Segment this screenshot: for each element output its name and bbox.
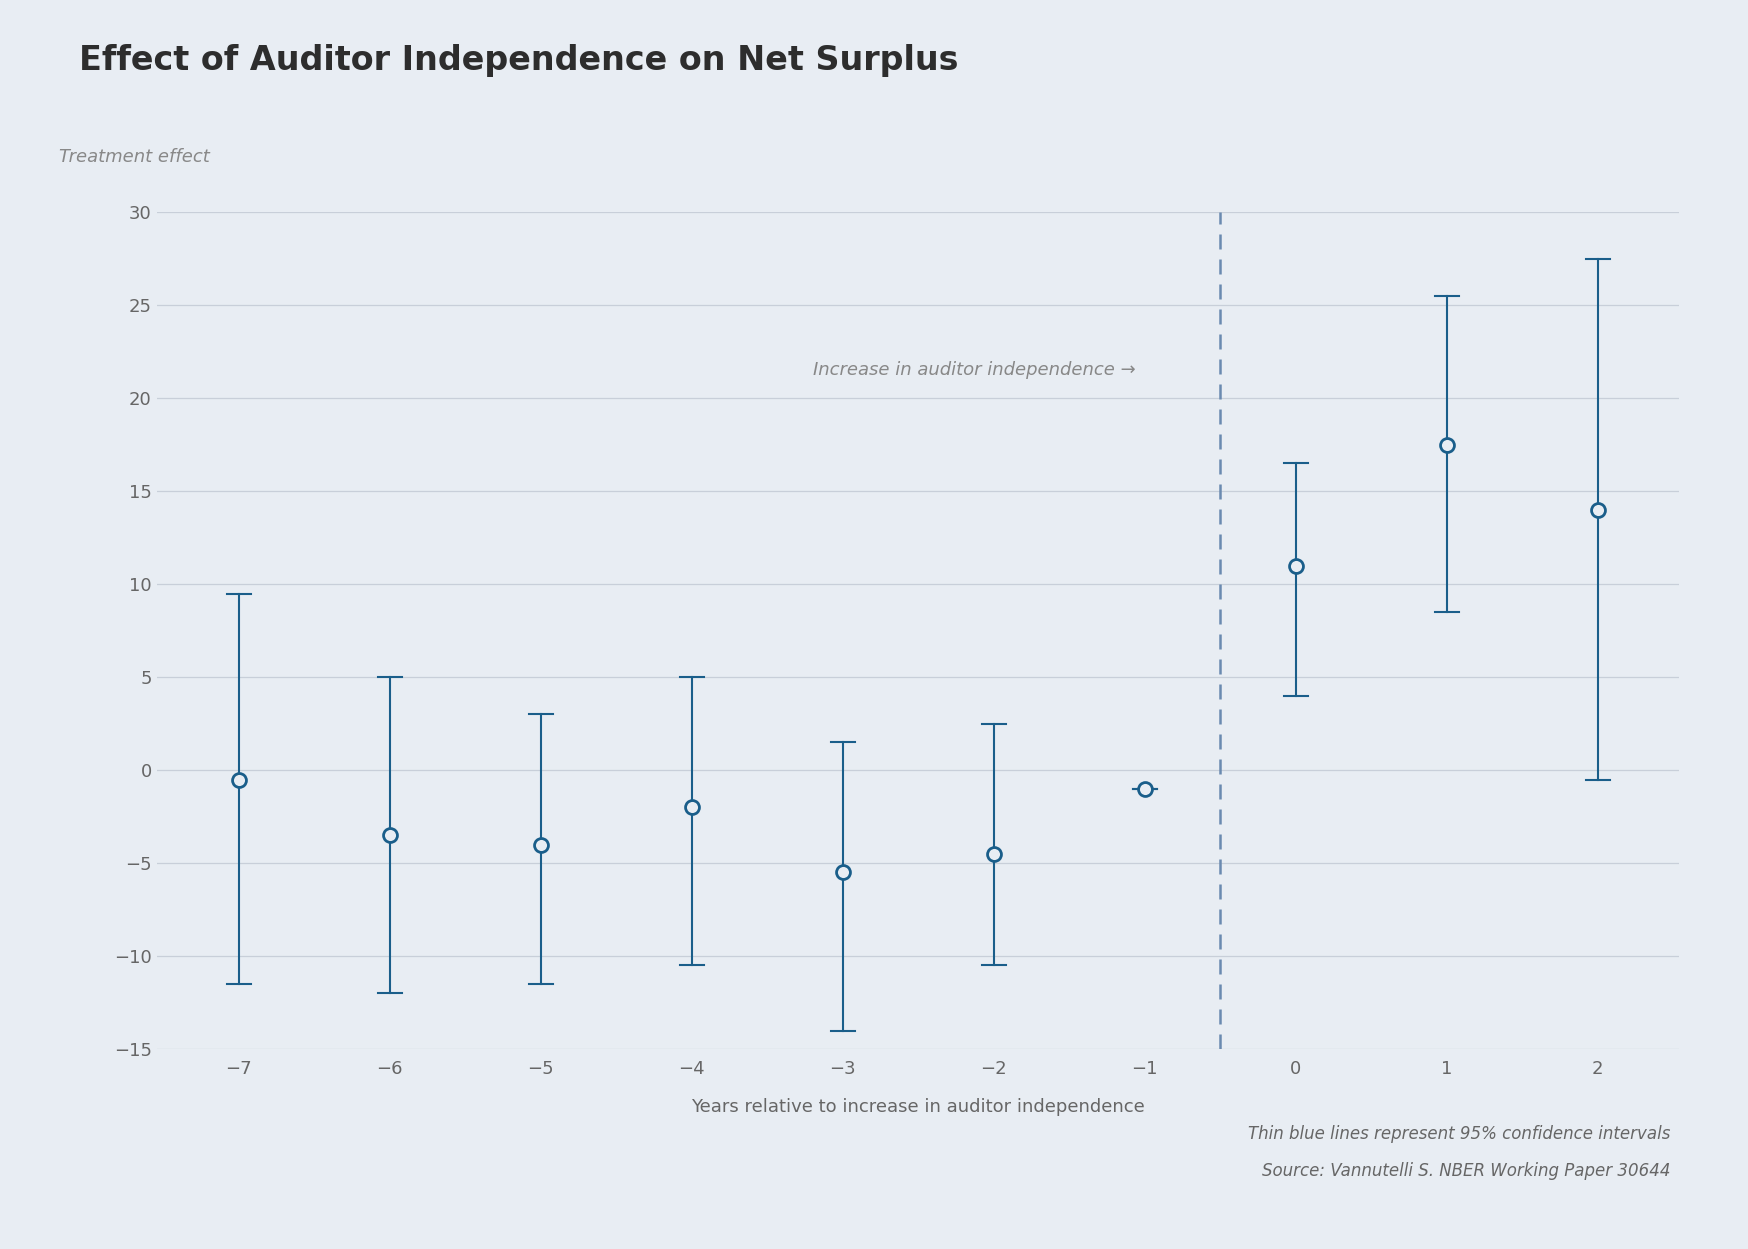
Text: Thin blue lines represent 95% confidence intervals: Thin blue lines represent 95% confidence… [1248, 1125, 1669, 1143]
Text: Source: Vannutelli S. NBER Working Paper 30644: Source: Vannutelli S. NBER Working Paper… [1260, 1163, 1669, 1180]
Text: Effect of Auditor Independence on Net Surplus: Effect of Auditor Independence on Net Su… [79, 44, 958, 76]
Text: Treatment effect: Treatment effect [58, 149, 210, 166]
Text: Increase in auditor independence →: Increase in auditor independence → [813, 361, 1134, 380]
X-axis label: Years relative to increase in auditor independence: Years relative to increase in auditor in… [690, 1098, 1145, 1115]
